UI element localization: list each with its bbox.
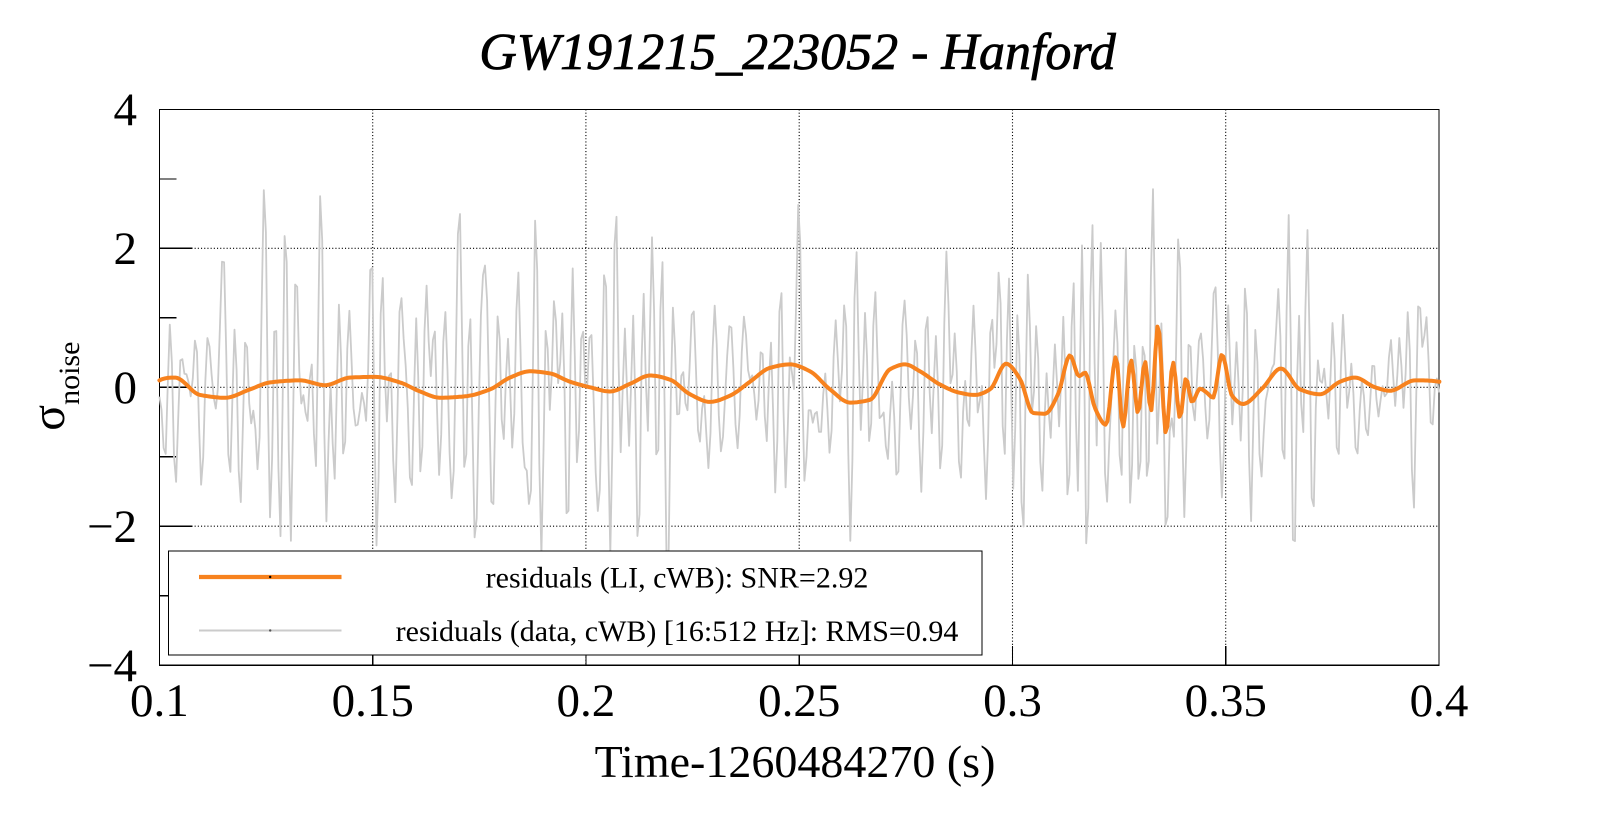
svg-text:0.25: 0.25	[758, 675, 840, 727]
svg-text:−4: −4	[87, 640, 137, 692]
svg-text:0.15: 0.15	[332, 675, 414, 727]
svg-text:0.4: 0.4	[1410, 675, 1469, 727]
svg-text:Time-1260484270 (s): Time-1260484270 (s)	[595, 736, 996, 787]
svg-text:2: 2	[114, 223, 138, 275]
svg-text:0.2: 0.2	[557, 675, 616, 727]
svg-text:residuals (LI, cWB): SNR=2.92: residuals (LI, cWB): SNR=2.92	[486, 562, 869, 595]
svg-text:0.1: 0.1	[130, 675, 189, 727]
svg-text:GW191215_223052 - Hanford: GW191215_223052 - Hanford	[479, 24, 1116, 81]
svg-text:residuals (data, cWB) [16:512: residuals (data, cWB) [16:512 Hz]: RMS=0…	[396, 615, 959, 648]
svg-text:−2: −2	[87, 501, 137, 553]
svg-text:0.3: 0.3	[983, 675, 1042, 727]
svg-text:0: 0	[114, 362, 138, 414]
svg-text:0.35: 0.35	[1185, 675, 1267, 727]
svg-text:4: 4	[114, 84, 138, 136]
